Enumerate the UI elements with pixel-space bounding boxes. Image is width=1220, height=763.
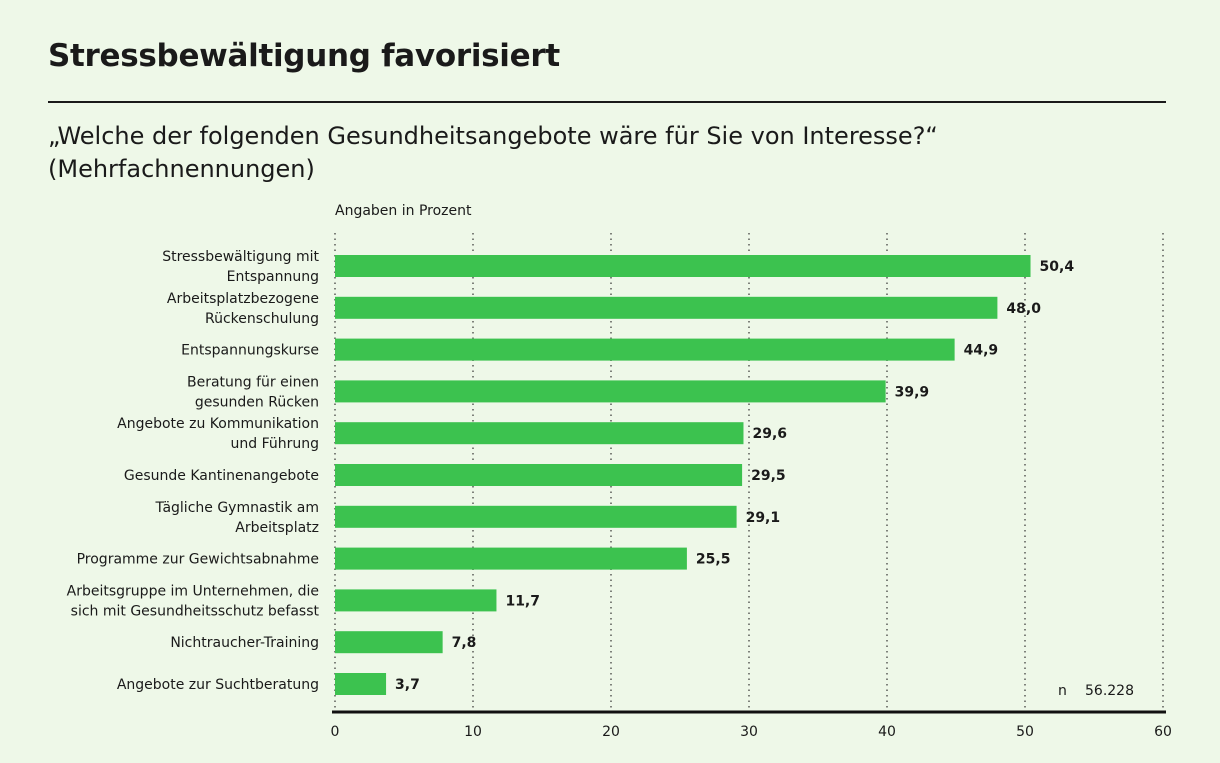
category-label-10-line-0: Angebote zur Suchtberatung [117, 677, 319, 693]
category-label-6: Tägliche Gymnastik am Arbeitsplatz [155, 500, 319, 536]
x-tick-label-1: 10 [464, 724, 482, 740]
category-label-1: Arbeitsplatzbezogene Rückenschulung [167, 291, 319, 327]
category-label-8-line-1: sich mit Gesundheitsschutz befasst [71, 603, 320, 619]
category-label-2: Entspannungskurse [181, 343, 319, 359]
x-tick-label-0: 0 [331, 724, 340, 740]
x-tick-label-5: 50 [1016, 724, 1034, 740]
category-label-0-line-0: Stressbewältigung mit [162, 249, 319, 265]
category-label-1-line-0: Arbeitsplatzbezogene [167, 291, 319, 307]
category-label-8-line-0: Arbeitsgruppe im Unternehmen, die [67, 583, 319, 599]
value-label-5: 29,5 [751, 468, 786, 484]
category-label-6-line-1: Arbeitsplatz [235, 520, 319, 536]
chart-subtitle: „Welche der folgenden Gesundheitsangebot… [48, 120, 1148, 186]
value-label-10: 3,7 [395, 677, 420, 693]
category-label-3-line-1: gesunden Rücken [195, 394, 319, 410]
value-label-3: 39,9 [895, 384, 930, 400]
value-label-1: 48,0 [1006, 301, 1041, 317]
subtitle-line-2: (Mehrfachnennungen) [48, 155, 315, 183]
bar-10 [335, 673, 387, 695]
category-label-10: Angebote zur Suchtberatung [117, 677, 319, 693]
category-label-3-line-0: Beratung für einen [187, 374, 319, 390]
category-label-0: Stressbewältigung mit Entspannung [162, 249, 319, 285]
bar-7 [335, 547, 687, 570]
unit-label: Angaben in Prozent [335, 203, 472, 219]
bar-6 [335, 505, 737, 528]
category-label-4: Angebote zu Kommunikation und Führung [117, 416, 319, 452]
bar-2 [335, 338, 955, 361]
sample-size-value: 56.228 [1085, 683, 1134, 699]
value-label-9: 7,8 [452, 635, 477, 651]
bar-5 [335, 464, 743, 486]
category-label-0-line-1: Entspannung [227, 269, 319, 285]
category-label-5-line-0: Gesunde Kantinenangebote [124, 468, 319, 484]
category-label-4-line-1: und Führung [230, 436, 319, 452]
chart-title: Stressbewältigung favorisiert [48, 38, 560, 74]
bar-8 [335, 589, 497, 612]
x-tick-label-2: 20 [602, 724, 620, 740]
bar-9 [335, 631, 443, 654]
title-divider [48, 101, 1166, 103]
category-label-2-line-0: Entspannungskurse [181, 343, 319, 359]
category-label-1-line-1: Rückenschulung [205, 311, 319, 327]
x-tick-label-4: 40 [878, 724, 896, 740]
category-label-4-line-0: Angebote zu Kommunikation [117, 416, 319, 432]
bar-1 [335, 296, 998, 319]
x-tick-label-3: 30 [740, 724, 758, 740]
category-label-3: Beratung für einen gesunden Rücken [187, 374, 319, 410]
value-label-4: 29,6 [752, 426, 787, 442]
subtitle-line-1: „Welche der folgenden Gesundheitsangebot… [48, 122, 938, 150]
category-label-7: Programme zur Gewichtsabnahme [77, 552, 319, 568]
category-label-7-line-0: Programme zur Gewichtsabnahme [77, 552, 319, 568]
bar-3 [335, 380, 886, 403]
category-label-9: Nichtraucher-Training [170, 635, 319, 651]
category-label-5: Gesunde Kantinenangebote [124, 468, 319, 484]
value-label-8: 11,7 [505, 593, 540, 609]
value-label-7: 25,5 [696, 552, 731, 568]
bar-4 [335, 422, 744, 445]
value-label-2: 44,9 [964, 343, 999, 359]
x-tick-label-6: 60 [1154, 724, 1172, 740]
sample-size-label: n [1058, 683, 1067, 699]
category-label-9-line-0: Nichtraucher-Training [170, 635, 319, 651]
value-label-0: 50,4 [1040, 259, 1075, 275]
value-label-6: 29,1 [746, 510, 781, 526]
bar-0 [335, 255, 1031, 277]
category-label-8: Arbeitsgruppe im Unternehmen, die sich mi… [67, 583, 320, 619]
category-label-6-line-0: Tägliche Gymnastik am [155, 500, 319, 516]
